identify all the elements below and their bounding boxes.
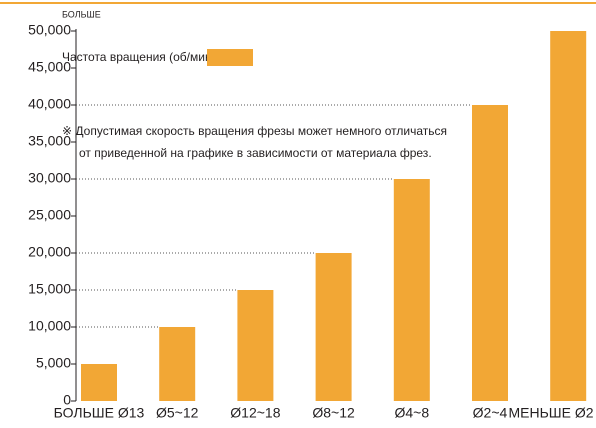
y-tick-label: 5,000 (36, 355, 71, 371)
axis-top-label: БОЛЬШЕ (62, 9, 101, 19)
note-line: ※ Допустимая скорость вращения фрезы мож… (62, 124, 447, 138)
x-tick-label: Ø2~4 (473, 405, 508, 421)
legend-swatch (207, 49, 253, 66)
y-tick-label: 10,000 (28, 318, 71, 334)
bar (237, 290, 273, 401)
x-tick-label: БОЛЬШЕ Ø13 (54, 405, 145, 421)
x-tick-label: МЕНЬШЕ Ø2 (508, 405, 593, 421)
x-tick-label: Ø12~18 (230, 405, 280, 421)
y-tick-label: 25,000 (28, 207, 71, 223)
y-tick-label: 30,000 (28, 170, 71, 186)
note-line: от приведенной на графике в зависимости … (79, 146, 432, 160)
bar (316, 253, 352, 401)
y-tick-label: 45,000 (28, 59, 71, 75)
x-tick-label: Ø8~12 (312, 405, 355, 421)
bar (394, 179, 430, 401)
x-tick-label: Ø4~8 (394, 405, 429, 421)
y-tick-label: 35,000 (28, 133, 71, 149)
y-tick-label: 20,000 (28, 244, 71, 260)
bar (550, 31, 586, 401)
bar (159, 327, 195, 401)
bar (81, 364, 117, 401)
x-tick-label: Ø5~12 (156, 405, 199, 421)
chart: БОЛЬШЕ Частота вращения (об/мин) ※ Допус… (0, 0, 596, 428)
legend-label: Частота вращения (об/мин) (62, 50, 216, 64)
y-tick-label: 50,000 (28, 22, 71, 38)
bar (472, 105, 508, 401)
y-tick-label: 40,000 (28, 96, 71, 112)
y-tick-label: 15,000 (28, 281, 71, 297)
